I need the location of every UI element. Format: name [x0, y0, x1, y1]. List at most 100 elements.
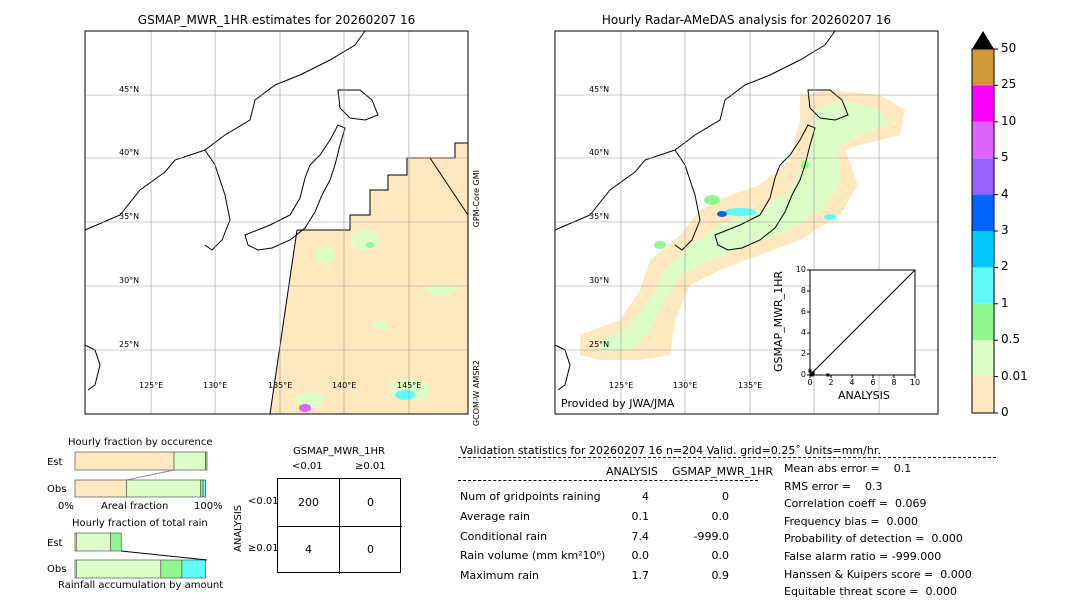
- right-map-title: Hourly Radar-AMeDAS analysis for 2026020…: [601, 13, 892, 27]
- stat-analysis-value: 0.0: [631, 549, 650, 562]
- stat-gsmap-value: 0.9: [711, 569, 730, 582]
- colorbar-tick-label: 0.5: [1001, 332, 1021, 347]
- score-line: Mean abs error = 0.1: [784, 462, 912, 475]
- lat-label: 45°N: [119, 85, 140, 94]
- scatter-point: [810, 373, 814, 377]
- stat-gsmap-value: -999.0: [693, 530, 729, 543]
- lat-label: 30°N: [589, 276, 610, 285]
- fraction-segment: [110, 532, 122, 552]
- stat-gsmap-value: 0.0: [711, 549, 730, 562]
- ct-grid: 200 0 4 0: [277, 478, 402, 574]
- lon-label: 130°E: [203, 381, 228, 390]
- divider: [458, 457, 996, 458]
- lat-label: 30°N: [119, 276, 140, 285]
- occ-obs-label: Obs: [47, 484, 67, 495]
- colorbar-tick-label: 5: [1001, 150, 1009, 165]
- colorbar-segment: [972, 158, 994, 195]
- scatter-ytick: 10: [795, 265, 806, 274]
- ct-row-1: ≥0.01: [248, 543, 279, 554]
- colorbar-tick-label: 1: [1001, 295, 1009, 310]
- colorbar-segment: [972, 376, 994, 413]
- left-map: [84, 30, 469, 415]
- scatter-xtick: 0: [807, 378, 813, 387]
- ct-cell: 0: [367, 543, 374, 556]
- rain-title: Hourly fraction of total rain: [72, 518, 208, 529]
- ct-row-0: <0.01: [248, 496, 279, 507]
- scatter-xtick: 4: [849, 378, 855, 387]
- occ-est-label: Est: [47, 457, 63, 468]
- score-line: Hanssen & Kuipers score = 0.000: [784, 567, 972, 581]
- colorbar-tick-label: 25: [1001, 77, 1017, 92]
- colorbar-segment: [972, 231, 994, 268]
- stats-col-gsmap: GSMAP_MWR_1HR: [672, 465, 774, 478]
- fraction-segment: [126, 479, 201, 498]
- fraction-segment: [202, 479, 207, 498]
- left-swath: [270, 143, 468, 414]
- lon-label: 135°E: [268, 381, 293, 390]
- colorbar-tick-label: 0: [1001, 405, 1009, 419]
- lat-label: 40°N: [119, 148, 140, 157]
- score-line: False alarm ratio = -999.000: [784, 550, 942, 563]
- colorbar-tick-label: 2: [1001, 259, 1009, 274]
- fraction-segment: [74, 479, 127, 498]
- fraction-segment: [75, 532, 111, 552]
- left-rain-patches: [296, 230, 455, 408]
- lat-label: 40°N: [589, 148, 610, 157]
- ct-cell: 4: [305, 543, 312, 556]
- scatter-ytick: 0: [800, 370, 806, 379]
- stat-label: Average rain: [460, 510, 530, 523]
- colorbar-segment: [972, 303, 994, 341]
- scatter-point: [826, 373, 830, 377]
- fraction-segment: [181, 559, 207, 579]
- scatter-inset: [807, 269, 916, 378]
- rain-est-label: Est: [47, 538, 63, 549]
- scatter-point: [808, 369, 812, 373]
- colorbar-tick-label: 50: [1001, 41, 1017, 55]
- colorbar-segment: [972, 85, 994, 122]
- scatter-ytick: 2: [800, 349, 806, 358]
- lat-label: 45°N: [589, 85, 610, 94]
- score-line: Equitable threat score = 0.000: [784, 585, 957, 599]
- scatter-point: [811, 371, 815, 375]
- fraction-segment: [173, 451, 207, 471]
- scatter-xtick: 6: [870, 378, 876, 387]
- lon-label: 140°E: [332, 381, 357, 390]
- ct-cell: 0: [367, 496, 374, 509]
- stat-label: Rain volume (mm km²10⁶): [460, 549, 606, 562]
- colorbar-segment: [972, 194, 994, 231]
- scatter-xtick: 8: [891, 378, 897, 387]
- sensor-label-top: GPM-Core GMI: [472, 170, 481, 228]
- colorbar-extend-arrow: [972, 31, 994, 49]
- occurrence-title: Hourly fraction by occurence: [68, 437, 213, 448]
- stat-label: Num of gridpoints raining: [460, 490, 601, 503]
- left-grid: [85, 31, 468, 414]
- occ-x-0: 0%: [58, 501, 74, 512]
- stat-analysis-value: 4: [642, 490, 649, 503]
- lat-label: 25°N: [589, 340, 610, 349]
- rain-xlabel: Rainfall accumulation by amount: [58, 580, 224, 591]
- scatter-ylabel: GSMAP_MWR_1HR: [772, 270, 785, 372]
- lon-label: 125°E: [139, 381, 164, 390]
- score-line: Correlation coeff = 0.069: [784, 497, 927, 511]
- diagonal-line: [809, 269, 916, 376]
- occ-x-100: 100%: [194, 501, 223, 512]
- colorbar-tick-label: 10: [1001, 113, 1017, 128]
- scatter-xlabel: ANALYSIS: [838, 389, 890, 402]
- scatter-xtick: 2: [828, 378, 834, 387]
- score-line: Probability of detection = 0.000: [784, 532, 963, 546]
- colorbar-tick-label: 4: [1001, 186, 1009, 201]
- scatter-ytick: 8: [800, 286, 806, 295]
- ct-row-title: ANALYSIS: [233, 504, 244, 552]
- stats-header: Validation statistics for 20260207 16 n=…: [460, 444, 881, 457]
- stat-label: Maximum rain: [460, 569, 539, 582]
- fraction-segment: [200, 479, 204, 498]
- stat-label: Conditional rain: [460, 530, 548, 543]
- stat-analysis-value: 7.4: [631, 530, 650, 543]
- scatter-xtick: 10: [909, 378, 921, 387]
- fraction-bars: [74, 451, 208, 579]
- lon-label: 125°E: [609, 381, 634, 390]
- colorbar-tick-label: 3: [1001, 223, 1009, 237]
- lon-label: 145°E: [397, 381, 422, 390]
